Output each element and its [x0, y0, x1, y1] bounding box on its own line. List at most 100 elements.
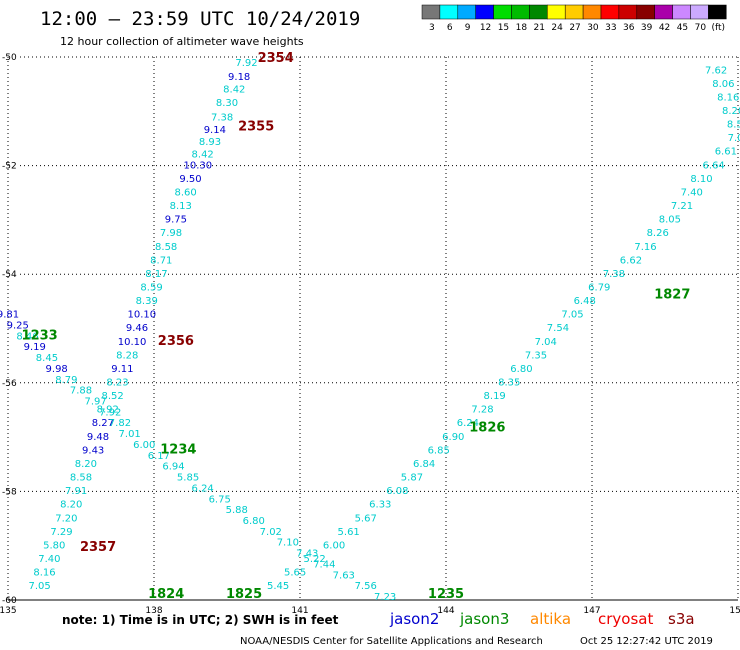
- data-point-label: 7.40: [681, 187, 703, 198]
- data-point-label: 8.79: [55, 375, 77, 386]
- data-point-label: 9.11: [111, 364, 133, 375]
- colorbar-swatch: [529, 4, 548, 20]
- colorbar-swatch: [475, 4, 494, 20]
- x-tick-label: 150: [729, 606, 740, 616]
- colorbar-tick-label: 45: [677, 23, 688, 33]
- data-point-label: 9.43: [82, 445, 104, 456]
- data-point-label: 8.13: [170, 201, 192, 212]
- colorbar-tick-label: 9: [465, 23, 471, 33]
- data-point-label: 7.98: [160, 228, 182, 239]
- data-point-label: 6.94: [162, 462, 184, 473]
- data-point-label: 7.92: [235, 58, 257, 69]
- data-point-label: 8.27: [92, 418, 114, 429]
- data-point-label: 7.40: [38, 554, 60, 565]
- data-point-label: 7.01: [119, 429, 141, 440]
- y-tick-label: -52: [2, 162, 17, 172]
- data-point-label: 7.05: [561, 310, 583, 321]
- colorbar-tick-label: 21: [534, 23, 545, 33]
- colorbar-tick-label: 27: [569, 23, 580, 33]
- data-point-label: 8.19: [484, 391, 506, 402]
- data-point-label: 5.22: [303, 554, 325, 565]
- data-point-label: 7.54: [547, 323, 569, 334]
- colorbar-tick-label: (ft): [711, 23, 725, 33]
- time-label: 1825: [226, 587, 262, 602]
- x-tick-label: 147: [583, 606, 600, 616]
- data-point-label: 9.98: [46, 364, 68, 375]
- data-point-label: 10.30: [183, 160, 212, 171]
- x-tick-label: 135: [0, 606, 17, 616]
- data-point-label: 6.80: [243, 516, 265, 527]
- time-label: 2357: [80, 540, 116, 555]
- data-point-label: 8.28: [116, 350, 138, 361]
- colorbar-swatch: [672, 4, 691, 20]
- data-point-label: 7.20: [55, 513, 77, 524]
- data-point-label: 9.25: [7, 321, 29, 332]
- colorbar-tick-label: 30: [587, 23, 599, 33]
- colorbar-swatch: [690, 4, 709, 20]
- satellite-name: cryosat: [598, 610, 653, 628]
- data-point-label: 7.82: [109, 418, 131, 429]
- data-point-label: 7.91: [65, 486, 87, 497]
- data-point-label: 6.17: [148, 451, 170, 462]
- data-point-label: 7.38: [211, 113, 233, 124]
- data-point-label: 8.46: [16, 331, 38, 342]
- time-label: 1233: [22, 328, 58, 343]
- data-point-label: 8.52: [102, 391, 124, 402]
- data-point-label: 7.38: [603, 269, 625, 280]
- colorbar-tick-label: 70: [695, 23, 707, 33]
- data-point-label: 6.61: [715, 147, 737, 158]
- colorbar-swatch: [600, 4, 620, 20]
- time-labels: 2354 2355 2356 2357 1233 1234 1235 1824 1825 1826…: [22, 51, 691, 602]
- data-point-label: 8.42: [223, 84, 245, 95]
- data-point-label: 6.84: [413, 459, 435, 470]
- data-point-label: 6.90: [442, 432, 464, 443]
- data-point-label: 8.17: [145, 269, 167, 280]
- chart-subtitle: 12 hour collection of altimeter wave hei…: [60, 35, 304, 48]
- data-point-label: 6.64: [703, 160, 725, 171]
- data-point-label: 5.45: [267, 581, 289, 592]
- colorbar-swatch: [493, 4, 512, 20]
- data-point-label: 8.20: [60, 500, 82, 511]
- data-point-label: 10.10: [128, 310, 157, 321]
- y-tick-label: -58: [2, 487, 17, 497]
- data-point-label: 6.24: [457, 418, 479, 429]
- data-point-label: 8.59: [140, 282, 162, 293]
- y-tick-label: -50: [2, 53, 17, 63]
- time-label: 1827: [654, 288, 690, 303]
- data-point-label: 5.80: [43, 540, 65, 551]
- data-point-label: 7.21: [671, 201, 693, 212]
- data-point-label: 8.26: [647, 228, 669, 239]
- x-tick-label: 141: [291, 606, 308, 616]
- colorbar-swatch: [654, 4, 673, 20]
- colorbar-tick-label: 3: [429, 23, 435, 33]
- data-point-label: 8.23: [106, 378, 128, 389]
- colorbar-tick-label: 6: [447, 23, 453, 33]
- colorbar-swatch: [636, 4, 655, 20]
- colorbar-swatch: [547, 4, 566, 20]
- colorbar-swatch: [564, 4, 584, 20]
- colorbar-swatch: [421, 4, 441, 20]
- data-point-label: 7.10: [277, 538, 299, 549]
- data-point-label: 8.10: [690, 174, 712, 185]
- data-point-label: 8.16: [717, 92, 739, 103]
- data-point-label: 6.85: [428, 445, 450, 456]
- colorbar-swatch: [439, 4, 459, 20]
- data-point-label: 6.00: [323, 540, 345, 551]
- time-label: 2356: [158, 334, 194, 349]
- data-point-label: 8.39: [136, 296, 158, 307]
- data-point-label: 8.51: [727, 120, 740, 131]
- data-point-label: 8.60: [175, 187, 197, 198]
- colorbar-tick-label: 42: [659, 23, 670, 33]
- data-point-label: 7.16: [634, 242, 656, 253]
- grid: 135 138 141 144 147 150 -50 -52 -54 -56 -58 -60: [0, 53, 740, 616]
- satellite-name: jason2: [389, 610, 439, 628]
- data-point-label: 6.80: [510, 364, 532, 375]
- time-label: 2354: [258, 51, 294, 66]
- satellite-legend: jason2 jason3 altika cryosat s3a: [389, 610, 695, 628]
- data-point-label: 8.42: [192, 149, 214, 160]
- data-point-label: 9.81: [0, 310, 19, 321]
- data-point-label: 5.87: [401, 473, 423, 484]
- data-point-label: 8.16: [33, 568, 55, 579]
- data-point-label: 7.29: [50, 527, 72, 538]
